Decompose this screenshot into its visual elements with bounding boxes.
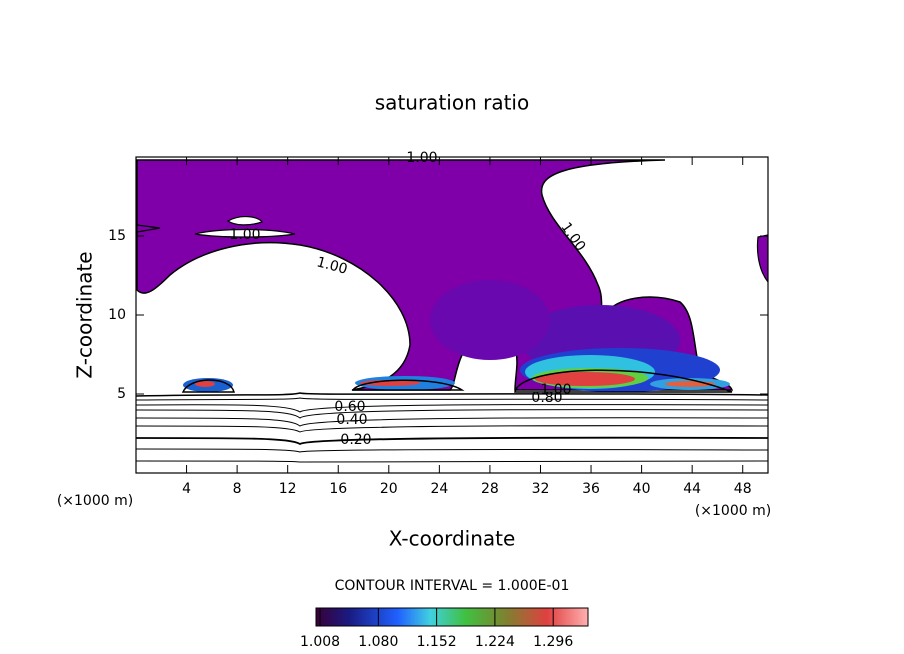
x-tick-label: 8 (233, 481, 242, 497)
x-tick-label: 20 (380, 481, 398, 497)
x-tick-label: 32 (532, 481, 550, 497)
y-unit: (×1000 m) (57, 493, 133, 509)
contour (136, 460, 768, 463)
y-tick-label: 5 (117, 386, 126, 402)
colorbar-tick-label: 1.008 (300, 634, 340, 650)
x-tick-label: 40 (633, 481, 651, 497)
contour (136, 397, 768, 401)
contour-label: 0.20 (340, 432, 371, 448)
contour (181, 369, 733, 393)
contour-label: 1.00 (540, 382, 571, 398)
unsaturated-hole (194, 216, 296, 238)
colorbar-tick-label: 1.080 (358, 634, 398, 650)
contours (136, 392, 768, 463)
x-tick-label: 48 (734, 481, 752, 497)
contour-label: 0.60 (334, 399, 365, 415)
x-tick-label: 24 (430, 481, 448, 497)
colorbar-tick-label: 1.152 (417, 634, 457, 650)
contour (136, 404, 768, 413)
shade (195, 381, 215, 387)
x-tick-label: 4 (182, 481, 191, 497)
y-tick-label: 10 (108, 307, 126, 323)
contour (136, 392, 768, 397)
contour (136, 425, 768, 433)
contour-label: 0.80 (531, 390, 562, 406)
contour-label: 0.40 (336, 412, 367, 428)
contour (136, 436, 768, 446)
x-tick-label: 28 (481, 481, 499, 497)
x-tick-label: 44 (683, 481, 701, 497)
x-axis-label: X-coordinate (389, 527, 516, 551)
field (136, 159, 768, 463)
y-tick-label: 15 (108, 228, 126, 244)
contour-label: 1.00 (406, 150, 437, 166)
colorbar-tick-label: 1.296 (533, 634, 573, 650)
contour-label: 1.00 (229, 227, 260, 243)
contour-interval: CONTOUR INTERVAL = 1.000E-01 (335, 578, 570, 594)
chart-title: saturation ratio (375, 91, 529, 115)
x-tick-label: 12 (279, 481, 297, 497)
x-tick-label: 36 (582, 481, 600, 497)
y-axis-label: Z-coordinate (73, 251, 97, 378)
x-tick-label: 16 (329, 481, 347, 497)
shade (430, 280, 550, 360)
contour (136, 417, 768, 427)
storm (181, 280, 733, 393)
x-unit: (×1000 m) (695, 503, 771, 519)
shade (535, 372, 635, 386)
contour (136, 448, 768, 453)
colorbar (315, 607, 589, 627)
colorbar-tick-label: 1.224 (475, 634, 515, 650)
contour-label: 1.00 (315, 254, 349, 278)
contour (136, 409, 768, 419)
